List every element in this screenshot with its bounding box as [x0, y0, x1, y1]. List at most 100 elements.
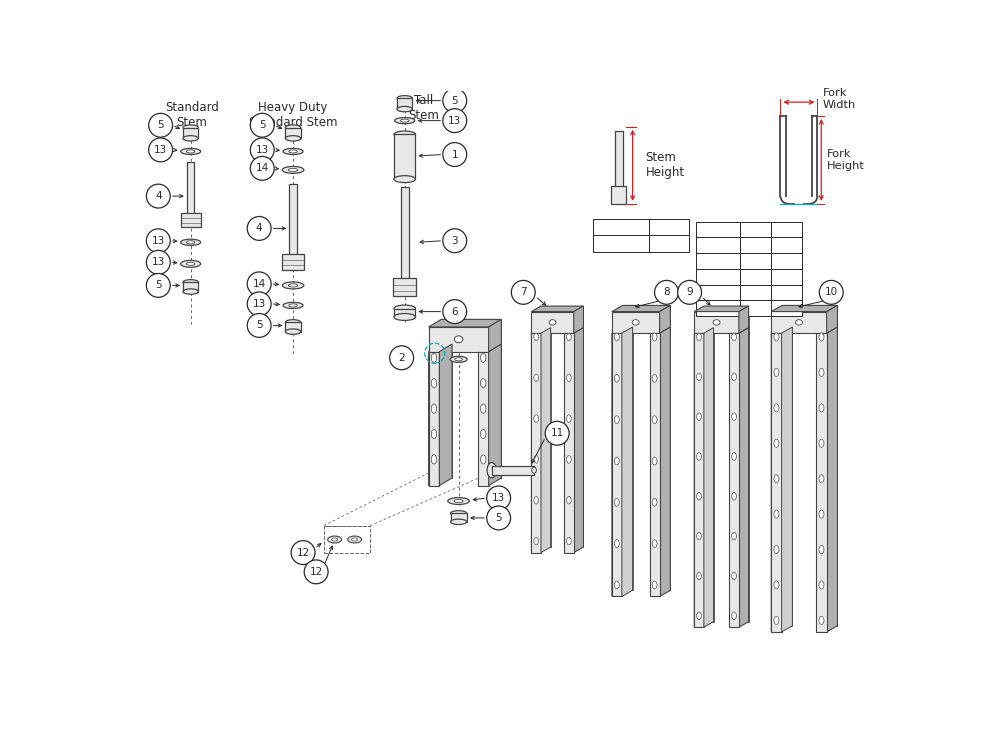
Text: 13: 13 — [152, 236, 165, 245]
Polygon shape — [478, 352, 489, 485]
Ellipse shape — [454, 336, 463, 343]
Ellipse shape — [732, 333, 736, 341]
Polygon shape — [704, 328, 714, 622]
Ellipse shape — [567, 456, 571, 463]
Ellipse shape — [697, 612, 701, 620]
Ellipse shape — [394, 131, 415, 138]
Circle shape — [291, 541, 315, 565]
Circle shape — [146, 251, 170, 274]
Ellipse shape — [183, 279, 198, 285]
Ellipse shape — [697, 373, 701, 381]
Polygon shape — [660, 327, 670, 596]
Polygon shape — [782, 306, 837, 327]
Ellipse shape — [732, 413, 736, 421]
Text: 5.8": 5.8" — [746, 272, 766, 282]
Ellipse shape — [186, 262, 195, 266]
Ellipse shape — [283, 302, 303, 309]
Ellipse shape — [282, 166, 304, 174]
Polygon shape — [739, 328, 749, 622]
FancyBboxPatch shape — [187, 162, 194, 214]
Ellipse shape — [454, 500, 463, 503]
Ellipse shape — [431, 378, 437, 388]
Polygon shape — [441, 344, 452, 478]
FancyBboxPatch shape — [696, 237, 740, 253]
FancyBboxPatch shape — [740, 253, 771, 269]
Ellipse shape — [774, 404, 779, 412]
Ellipse shape — [819, 439, 824, 447]
Ellipse shape — [400, 119, 409, 122]
Polygon shape — [564, 333, 574, 553]
Ellipse shape — [697, 492, 701, 500]
Text: Height: Height — [737, 224, 775, 234]
Text: 2.9": 2.9" — [776, 272, 797, 282]
Text: 4: 4 — [155, 191, 162, 201]
Text: 8: 8 — [663, 288, 670, 297]
Ellipse shape — [282, 282, 304, 289]
Ellipse shape — [451, 519, 467, 525]
FancyBboxPatch shape — [397, 98, 412, 109]
Text: Tall: Tall — [613, 239, 630, 248]
Ellipse shape — [549, 319, 556, 325]
Text: 5: 5 — [256, 320, 262, 331]
Text: 7" Std: 7" Std — [703, 288, 733, 297]
Circle shape — [149, 113, 173, 137]
Text: 2.2": 2.2" — [776, 256, 797, 266]
Ellipse shape — [397, 106, 412, 112]
Polygon shape — [489, 319, 501, 352]
FancyBboxPatch shape — [394, 134, 415, 179]
Text: 12: 12 — [296, 547, 310, 558]
Polygon shape — [612, 312, 660, 333]
FancyBboxPatch shape — [771, 300, 802, 316]
Circle shape — [250, 156, 274, 180]
Ellipse shape — [186, 241, 195, 244]
Ellipse shape — [774, 333, 779, 341]
FancyBboxPatch shape — [740, 221, 771, 237]
Text: 6" Wide: 6" Wide — [698, 272, 738, 282]
Ellipse shape — [431, 404, 437, 413]
Circle shape — [146, 273, 170, 297]
Ellipse shape — [394, 176, 415, 183]
Ellipse shape — [450, 356, 467, 362]
Polygon shape — [429, 327, 489, 352]
Ellipse shape — [283, 148, 303, 155]
Ellipse shape — [732, 612, 736, 620]
Ellipse shape — [774, 439, 779, 447]
Polygon shape — [531, 333, 541, 553]
Text: 3: 3 — [451, 236, 458, 245]
Ellipse shape — [481, 455, 486, 464]
FancyBboxPatch shape — [451, 513, 467, 522]
Ellipse shape — [431, 430, 437, 439]
Polygon shape — [541, 306, 583, 328]
FancyBboxPatch shape — [611, 186, 626, 204]
FancyBboxPatch shape — [696, 285, 740, 300]
FancyBboxPatch shape — [393, 279, 416, 296]
Ellipse shape — [534, 456, 538, 463]
Ellipse shape — [697, 413, 701, 421]
Ellipse shape — [774, 368, 779, 377]
Ellipse shape — [795, 319, 802, 325]
Ellipse shape — [534, 333, 538, 341]
Text: Tall
Stem: Tall Stem — [409, 94, 439, 122]
Text: 7.0": 7.0" — [746, 304, 766, 313]
FancyBboxPatch shape — [593, 219, 649, 236]
Ellipse shape — [534, 538, 538, 545]
Ellipse shape — [481, 353, 486, 362]
Circle shape — [443, 143, 467, 166]
FancyBboxPatch shape — [285, 128, 301, 138]
Ellipse shape — [431, 353, 437, 362]
Ellipse shape — [534, 414, 538, 422]
Polygon shape — [429, 352, 439, 485]
Ellipse shape — [774, 545, 779, 553]
FancyBboxPatch shape — [285, 322, 301, 331]
FancyBboxPatch shape — [696, 300, 740, 316]
Ellipse shape — [183, 289, 198, 294]
Text: 2: 2 — [398, 353, 405, 363]
Circle shape — [443, 88, 467, 112]
FancyBboxPatch shape — [649, 219, 689, 236]
FancyBboxPatch shape — [492, 466, 534, 475]
Ellipse shape — [819, 404, 824, 412]
Text: Fork: Fork — [706, 224, 731, 234]
Ellipse shape — [614, 374, 619, 382]
Ellipse shape — [614, 457, 619, 465]
FancyBboxPatch shape — [740, 237, 771, 253]
